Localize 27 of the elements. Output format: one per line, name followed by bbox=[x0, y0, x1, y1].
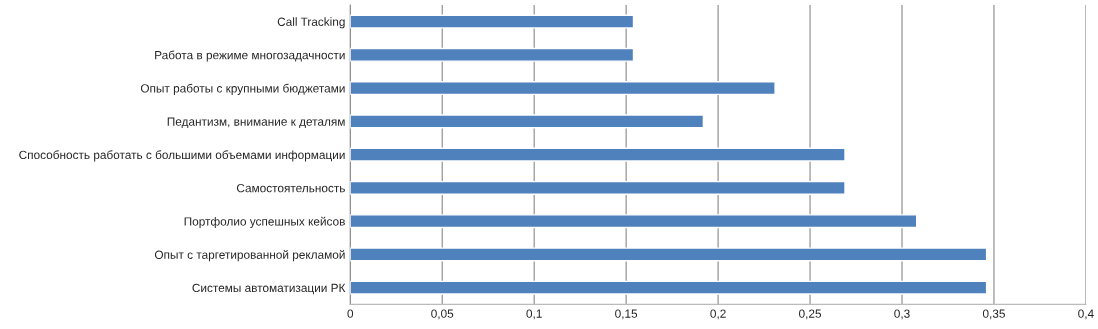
bar bbox=[350, 114, 705, 129]
bar bbox=[350, 47, 635, 62]
x-tick-label: 0,4 bbox=[1078, 309, 1094, 320]
y-tick-label: Опыт работы с крупными бюджетами bbox=[140, 83, 345, 95]
bar bbox=[350, 14, 635, 29]
bar bbox=[350, 147, 846, 162]
bar bbox=[350, 81, 776, 96]
bar bbox=[350, 180, 846, 195]
y-tick-label: Способность работать с большими объемами информации bbox=[19, 150, 345, 162]
y-tick-label: Портфолио успешных кейсов bbox=[184, 216, 345, 228]
y-tick-label: Работа в режиме многозадачности bbox=[155, 50, 345, 62]
y-tick-label: Системы автоматизации РК bbox=[192, 283, 346, 295]
x-tick-label: 0 bbox=[347, 309, 354, 318]
bar bbox=[350, 280, 988, 295]
bar bbox=[350, 214, 918, 229]
x-tick-label: 0,05 bbox=[431, 309, 454, 320]
x-tick-label: 0,1 bbox=[526, 309, 542, 320]
x-tick-label: 0,2 bbox=[710, 309, 726, 320]
bar bbox=[350, 247, 988, 262]
y-tick-label: Самостоятельность bbox=[236, 183, 345, 193]
y-tick-label: Педантизм, внимание к деталям bbox=[167, 117, 345, 128]
y-tick-label: Call Tracking bbox=[277, 17, 345, 29]
x-tick-label: 0,25 bbox=[799, 309, 822, 320]
x-tick-label: 0,35 bbox=[982, 309, 1005, 320]
x-tick-label: 0,15 bbox=[615, 309, 638, 320]
x-tick-label: 0,3 bbox=[894, 309, 910, 320]
y-tick-label: Опыт с таргетированной рекламой bbox=[154, 250, 345, 262]
